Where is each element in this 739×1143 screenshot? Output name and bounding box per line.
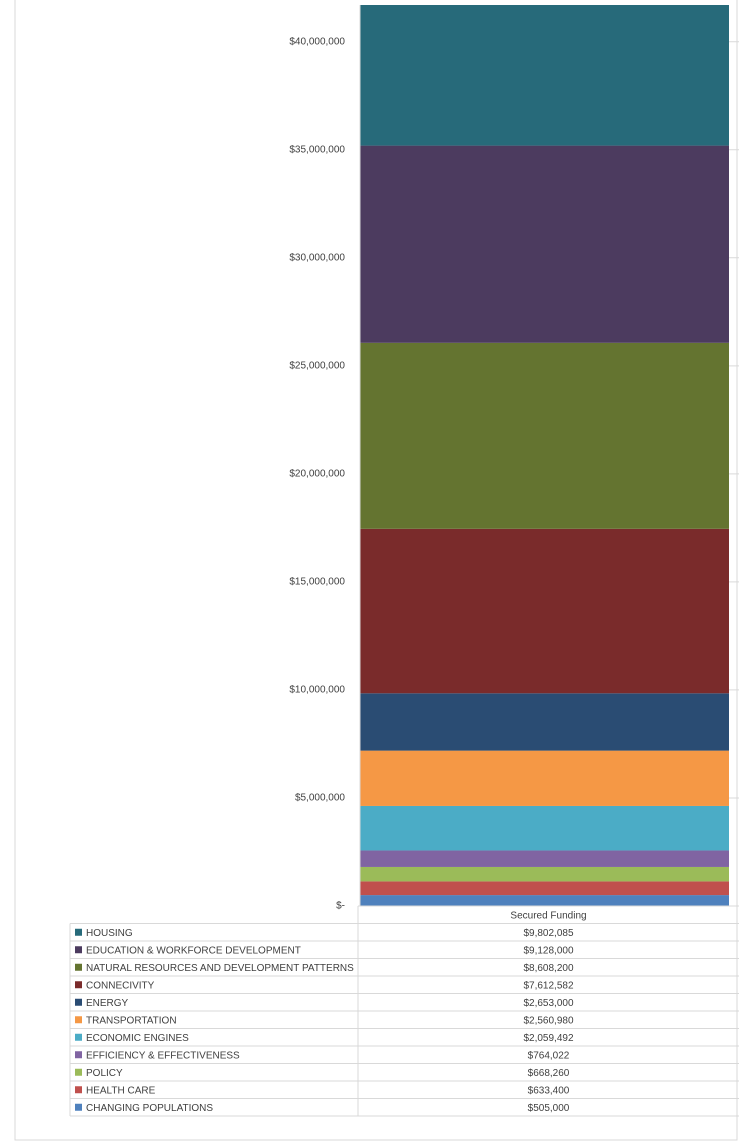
legend-label: CONNECIVITY bbox=[86, 980, 155, 991]
y-tick-label: $10,000,000 bbox=[289, 685, 345, 696]
table-value: $9,802,085 bbox=[523, 928, 573, 939]
bar-segment bbox=[360, 881, 729, 896]
legend-swatch bbox=[75, 1086, 82, 1094]
legend-swatch bbox=[75, 963, 82, 971]
table-value: $505,000 bbox=[528, 1103, 570, 1114]
legend-swatch bbox=[75, 928, 82, 936]
bar-segment bbox=[360, 528, 729, 694]
table-value: $2,653,000 bbox=[523, 998, 573, 1009]
legend-label: TRANSPORTATION bbox=[86, 1015, 177, 1026]
bar-segment bbox=[360, 895, 729, 906]
legend-swatch bbox=[75, 946, 82, 954]
legend-swatch bbox=[75, 1103, 82, 1111]
y-tick-label: $5,000,000 bbox=[295, 793, 345, 804]
bar-segment bbox=[360, 805, 729, 851]
legend-swatch bbox=[75, 998, 82, 1006]
legend-label: HOUSING bbox=[86, 928, 133, 939]
table-value: $9,128,000 bbox=[523, 945, 573, 956]
frame bbox=[14, 0, 738, 1141]
legend-swatch bbox=[75, 1033, 82, 1041]
bar-segment bbox=[360, 342, 729, 529]
y-tick-label: $40,000,000 bbox=[289, 36, 345, 47]
y-tick-label: $15,000,000 bbox=[289, 577, 345, 588]
legend-swatch bbox=[75, 1016, 82, 1024]
table-value: $764,022 bbox=[528, 1050, 570, 1061]
bar-segment bbox=[360, 693, 729, 751]
y-tick-label: $35,000,000 bbox=[289, 144, 345, 155]
legend-label: POLICY bbox=[86, 1068, 123, 1079]
legend-label: EFFICIENCY & EFFECTIVENESS bbox=[86, 1050, 240, 1061]
legend-swatch bbox=[75, 1068, 82, 1076]
table-value: $2,560,980 bbox=[523, 1015, 573, 1026]
legend-label: HEALTH CARE bbox=[86, 1085, 156, 1096]
legend-swatch bbox=[75, 981, 82, 989]
table-value: $2,059,492 bbox=[523, 1033, 573, 1044]
y-tick-label: $30,000,000 bbox=[289, 252, 345, 263]
table-value: $8,608,200 bbox=[523, 963, 573, 974]
y-tick-label: $25,000,000 bbox=[289, 360, 345, 371]
y-tick-label: $- bbox=[336, 901, 345, 912]
bar-segment bbox=[360, 750, 729, 806]
legend-label: ECONOMIC ENGINES bbox=[86, 1033, 189, 1044]
table-value: $633,400 bbox=[528, 1085, 570, 1096]
legend-label: NATURAL RESOURCES AND DEVELOPMENT PATTER… bbox=[86, 963, 354, 974]
legend-label: ENERGY bbox=[86, 998, 129, 1009]
table-value: $668,260 bbox=[528, 1068, 570, 1079]
table-value: $7,612,582 bbox=[523, 980, 573, 991]
legend-label: CHANGING POPULATIONS bbox=[86, 1103, 213, 1114]
legend-swatch bbox=[75, 1051, 82, 1059]
table-header: Secured Funding bbox=[510, 910, 586, 921]
bar-segment bbox=[360, 145, 729, 343]
legend-label: EDUCATION & WORKFORCE DEVELOPMENT bbox=[86, 945, 301, 956]
bar-segment bbox=[360, 850, 729, 867]
bar-segment bbox=[360, 866, 729, 882]
bar-segment bbox=[360, 5, 729, 146]
y-tick-label: $20,000,000 bbox=[289, 469, 345, 480]
